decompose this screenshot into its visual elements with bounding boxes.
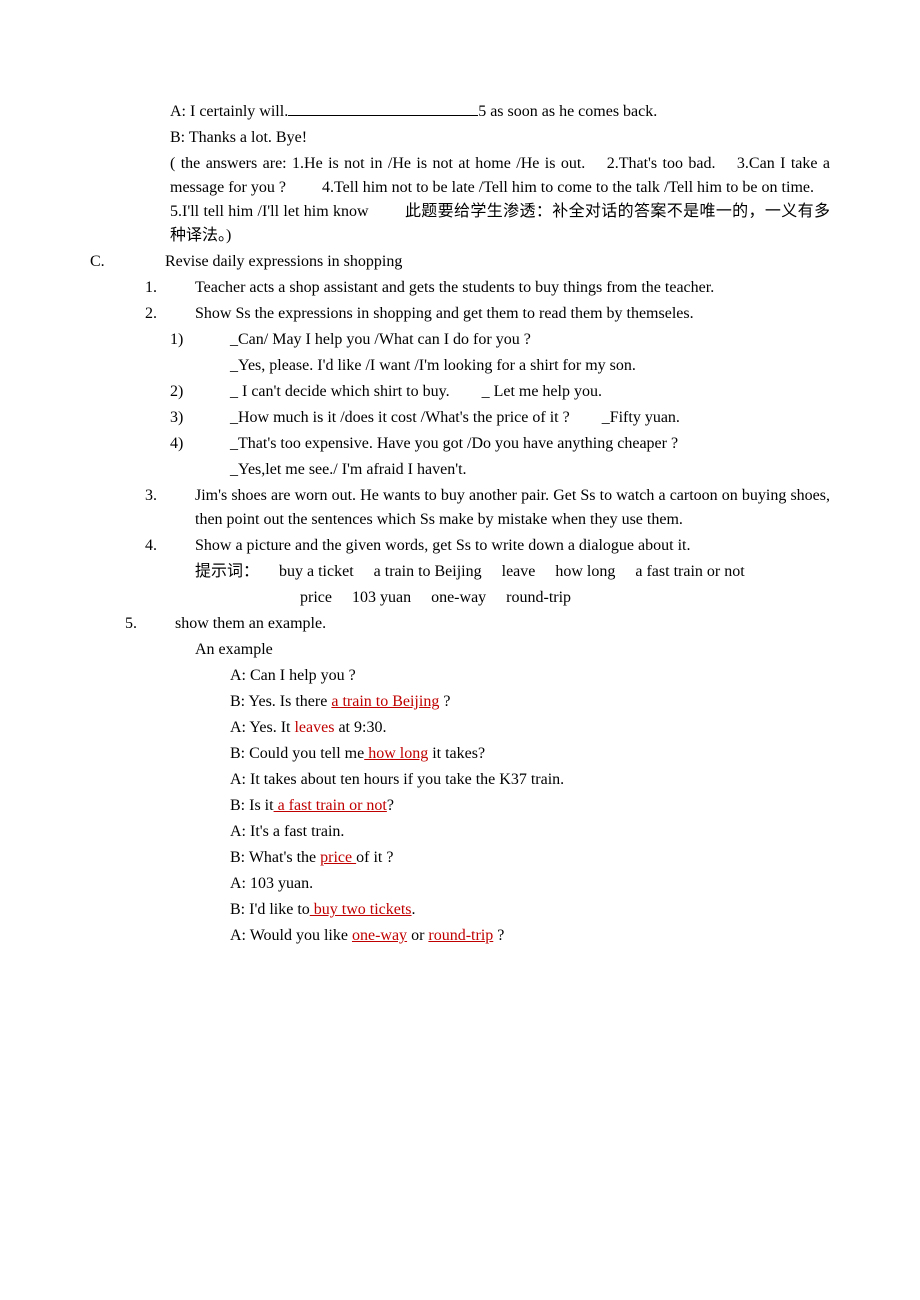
dialogue-line: A: Would you like one-way or round-trip … bbox=[230, 924, 830, 948]
text: B: Is it bbox=[230, 797, 274, 814]
dialogue-line: B: I'd like to buy two tickets. bbox=[230, 898, 830, 922]
sub-num: 4) bbox=[200, 432, 230, 456]
dialogue-line: A: It takes about ten hours if you take … bbox=[230, 768, 830, 792]
sub-item: 1)_Can/ May I help you /What can I do fo… bbox=[230, 328, 830, 352]
list-item: 4.Show a picture and the given words, ge… bbox=[195, 534, 830, 558]
text: A: I certainly will. bbox=[170, 103, 288, 120]
dialogue-line: B: Could you tell me how long it takes? bbox=[230, 742, 830, 766]
hint-line: price 103 yuan one-way round-trip bbox=[300, 586, 830, 610]
highlight: round-trip bbox=[428, 927, 493, 944]
sub-item-cont: _Yes,let me see./ I'm afraid I haven't. bbox=[230, 458, 830, 482]
highlight: one-way bbox=[352, 927, 407, 944]
intro-line-2: B: Thanks a lot. Bye! bbox=[170, 126, 830, 150]
dialogue-line: A: Can I help you ? bbox=[230, 664, 830, 688]
highlight: how long bbox=[364, 745, 428, 762]
section-c-heading: C.Revise daily expressions in shopping bbox=[170, 250, 830, 274]
highlight: price bbox=[320, 849, 356, 866]
item-num: 4. bbox=[170, 534, 195, 558]
highlight: buy two tickets bbox=[310, 901, 412, 918]
sub-item: 4)_That's too expensive. Have you got /D… bbox=[230, 432, 830, 456]
list-item: 1.Teacher acts a shop assistant and gets… bbox=[195, 276, 830, 300]
text: B: Yes. Is there bbox=[230, 693, 331, 710]
dialogue-line: B: Yes. Is there a train to Beijing ? bbox=[230, 690, 830, 714]
text: A: Yes. It bbox=[230, 719, 294, 736]
text: A: Would you like bbox=[230, 927, 352, 944]
sub-item: 3)_How much is it /does it cost /What's … bbox=[230, 406, 830, 430]
intro-answers: ( the answers are: 1.He is not in /He is… bbox=[170, 152, 830, 248]
item-num: 2. bbox=[170, 302, 195, 326]
highlight: leaves bbox=[294, 719, 334, 736]
text: 5 as soon as he comes back. bbox=[478, 103, 657, 120]
text: or bbox=[407, 927, 428, 944]
item-text: show them an example. bbox=[175, 615, 326, 632]
text: B: I'd like to bbox=[230, 901, 310, 918]
sub-num: 2) bbox=[200, 380, 230, 404]
highlight: a fast train or not bbox=[274, 797, 387, 814]
list-item: 2.Show Ss the expressions in shopping an… bbox=[195, 302, 830, 326]
dialogue-line: B: Is it a fast train or not? bbox=[230, 794, 830, 818]
item-text: Teacher acts a shop assistant and gets t… bbox=[195, 279, 714, 296]
sub-text: _ I can't decide which shirt to buy. _ L… bbox=[230, 383, 602, 400]
text: ? bbox=[493, 927, 504, 944]
item-num: 5. bbox=[150, 612, 175, 636]
item-num: 3. bbox=[170, 484, 195, 508]
text: of it ? bbox=[356, 849, 393, 866]
item-text: Show a picture and the given words, get … bbox=[195, 537, 690, 554]
item-text: Jim's shoes are worn out. He wants to bu… bbox=[195, 487, 830, 528]
sub-num: 1) bbox=[200, 328, 230, 352]
intro-line-1: A: I certainly will. 5 as soon as he come… bbox=[170, 100, 830, 124]
section-title: Revise daily expressions in shopping bbox=[165, 253, 402, 270]
dialogue-line: A: 103 yuan. bbox=[230, 872, 830, 896]
sub-text: _That's too expensive. Have you got /Do … bbox=[230, 435, 678, 452]
list-item: 3.Jim's shoes are worn out. He wants to … bbox=[195, 484, 830, 532]
example-title: An example bbox=[195, 638, 830, 662]
text: at 9:30. bbox=[334, 719, 386, 736]
list-item: 5.show them an example. bbox=[175, 612, 830, 636]
sub-text: _Can/ May I help you /What can I do for … bbox=[230, 331, 531, 348]
text: B: What's the bbox=[230, 849, 320, 866]
hint-line: 提示词： buy a ticket a train to Beijing lea… bbox=[195, 560, 830, 584]
sub-item: 2)_ I can't decide which shirt to buy. _… bbox=[230, 380, 830, 404]
text: B: Could you tell me bbox=[230, 745, 364, 762]
text: . bbox=[412, 901, 416, 918]
sub-item-cont: _Yes, please. I'd like /I want /I'm look… bbox=[230, 354, 830, 378]
text: ? bbox=[387, 797, 394, 814]
text: ? bbox=[439, 693, 450, 710]
sub-text: _How much is it /does it cost /What's th… bbox=[230, 409, 680, 426]
highlight: a train to Beijing bbox=[331, 693, 439, 710]
text: it takes? bbox=[428, 745, 485, 762]
item-text: Show Ss the expressions in shopping and … bbox=[195, 305, 694, 322]
sub-num: 3) bbox=[200, 406, 230, 430]
dialogue-line: A: It's a fast train. bbox=[230, 820, 830, 844]
item-num: 1. bbox=[170, 276, 195, 300]
blank-line bbox=[288, 115, 478, 116]
dialogue-line: A: Yes. It leaves at 9:30. bbox=[230, 716, 830, 740]
section-label: C. bbox=[130, 250, 165, 274]
dialogue-line: B: What's the price of it ? bbox=[230, 846, 830, 870]
